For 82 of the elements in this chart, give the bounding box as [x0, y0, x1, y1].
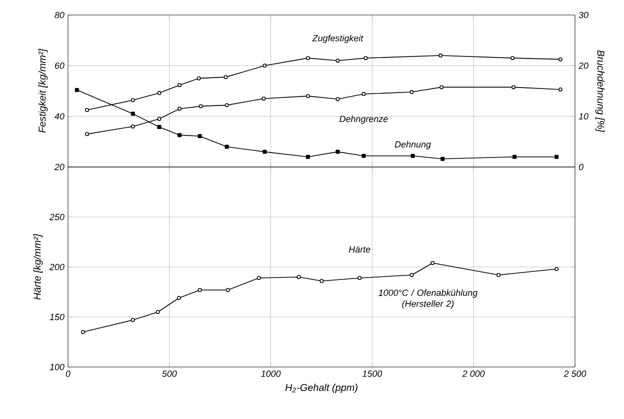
- y-tick-label: 20: [54, 164, 64, 170]
- y-axis-title: Festigkeit [kg/mm²]: [38, 48, 48, 133]
- series-label: Dehngrenze: [340, 115, 388, 124]
- series-label: Dehnung: [394, 140, 431, 150]
- point: [510, 56, 515, 60]
- y-tick-label: 100: [50, 364, 64, 370]
- point: [262, 64, 267, 68]
- point: [336, 150, 340, 154]
- point: [296, 275, 301, 279]
- point: [512, 85, 516, 90]
- point: [410, 90, 414, 94]
- x-tick-label: 1000: [261, 370, 281, 377]
- x-tick-label: 2 500: [564, 370, 586, 377]
- y2-tick-label: 0: [578, 164, 584, 170]
- point: [362, 92, 366, 96]
- x-tick-label: 1500: [362, 370, 382, 377]
- y2-tick-label: 20: [578, 62, 588, 69]
- x-axis-title: H$_{2}$-Gehalt (ppm): [285, 384, 358, 393]
- point: [336, 58, 340, 63]
- point: [358, 276, 362, 280]
- y-tick-label: 80: [54, 12, 64, 18]
- point: [438, 54, 443, 58]
- point: [226, 288, 230, 292]
- point: [364, 56, 368, 60]
- point: [85, 132, 90, 136]
- point: [512, 154, 517, 159]
- point: [430, 261, 435, 265]
- point: [198, 134, 202, 138]
- point: [157, 124, 162, 129]
- point: [157, 91, 162, 96]
- point: [224, 75, 228, 80]
- point: [558, 57, 562, 62]
- point: [362, 154, 366, 158]
- point: [196, 76, 201, 80]
- point: [224, 103, 229, 108]
- point: [558, 87, 562, 92]
- y-tick-label: 200: [49, 264, 64, 270]
- x-tick-label: 0: [66, 370, 70, 377]
- point: [336, 97, 340, 102]
- x-tick-label: 500: [162, 370, 177, 377]
- point: [157, 116, 162, 121]
- point: [130, 112, 135, 116]
- point: [130, 124, 135, 128]
- y2-tick-label: 30: [578, 12, 588, 18]
- point: [496, 273, 501, 277]
- point: [306, 56, 310, 60]
- point: [440, 156, 445, 161]
- point: [410, 154, 415, 158]
- point: [320, 279, 324, 283]
- point: [198, 288, 202, 292]
- point: [85, 108, 90, 112]
- point: [74, 88, 79, 92]
- point: [306, 94, 310, 98]
- text: Härte: [348, 246, 370, 253]
- point: [256, 276, 261, 280]
- point: [224, 144, 229, 149]
- y-axis-title: Härte [kg/mm²]: [33, 234, 43, 300]
- point: [262, 150, 267, 154]
- point: [410, 273, 414, 277]
- point: [130, 98, 135, 102]
- point: [178, 83, 182, 88]
- point: [262, 96, 266, 101]
- point: [554, 154, 559, 159]
- point: [176, 296, 181, 300]
- point: [156, 310, 160, 314]
- x-tick-label: 2 000: [462, 370, 485, 377]
- point: [130, 318, 135, 322]
- point: [198, 104, 203, 108]
- y-tick-label: 150: [50, 314, 64, 320]
- point: [178, 133, 182, 138]
- point: [81, 330, 85, 334]
- y2-axis-title: Bruchdehnung [%]: [595, 50, 605, 132]
- y2-tick-label: 10: [578, 113, 588, 120]
- series-label: Zugfestigkeit: [312, 34, 364, 44]
- y-tick-label: 60: [55, 62, 64, 69]
- point: [440, 85, 444, 90]
- point: [306, 154, 310, 159]
- y-tick-label: 40: [54, 113, 64, 120]
- y-tick-label: 250: [49, 214, 64, 220]
- point: [554, 267, 559, 271]
- point: [178, 106, 182, 111]
- annotation: 1000°C / Ofenabkühlung (Hersteller 2): [378, 289, 478, 309]
